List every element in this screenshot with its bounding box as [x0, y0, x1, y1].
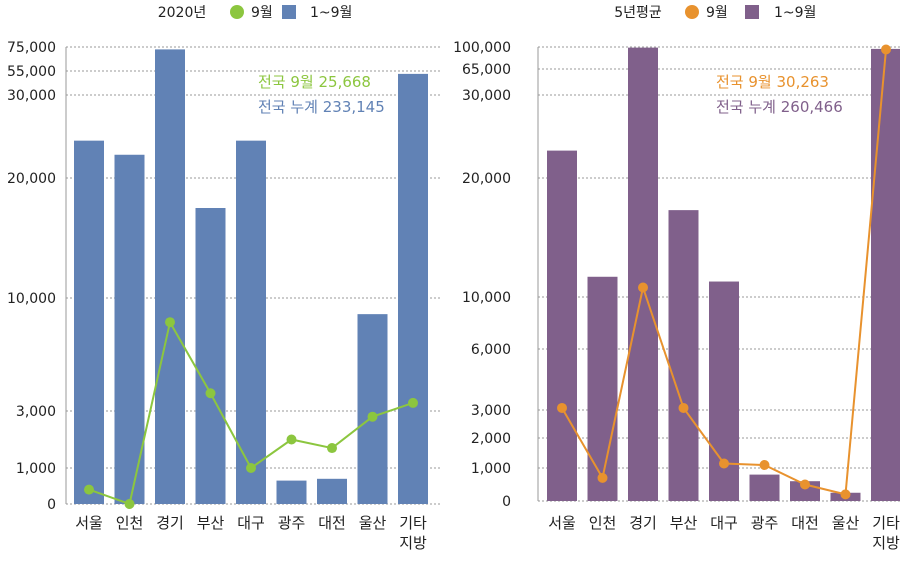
y-tick-label: 30,000 — [7, 88, 56, 104]
bar — [276, 480, 307, 504]
x-category-label: 광주 — [278, 514, 306, 532]
bar — [871, 48, 900, 502]
bar — [236, 140, 266, 504]
line-point — [124, 499, 135, 509]
y-tick-label: 65,000 — [462, 62, 511, 78]
bar — [628, 47, 658, 501]
line-point — [678, 402, 689, 413]
line-point — [286, 434, 297, 445]
chart-panel-1: 2020년 9월 1~9월 0 1,000 3,000 10,000 20,000 30,000… — [7, 5, 440, 552]
y-tick-label: 20,000 — [7, 171, 56, 187]
y-tick-label: 10,000 — [462, 290, 511, 306]
annotation-text: 전국 9월 25,668 — [258, 73, 371, 91]
bar — [195, 208, 226, 504]
annotation-text: 전국 9월 30,263 — [716, 73, 829, 91]
annotation-text: 전국 누계 233,145 — [258, 98, 385, 116]
x-category-label: 지방 — [399, 534, 427, 552]
chart-title: 2020년 — [158, 5, 207, 21]
y-tick-label: 0 — [502, 494, 511, 510]
line-point — [557, 402, 567, 413]
x-category-label: 서울 — [548, 514, 576, 532]
x-category-label: 경기 — [156, 514, 184, 532]
y-tick-label: 6,000 — [471, 342, 511, 358]
x-category-label: 부산 — [670, 514, 698, 532]
chart-title: 5년평균 — [614, 5, 662, 21]
line-point — [638, 282, 648, 293]
x-category-label: 기타 — [399, 514, 427, 532]
bar — [587, 276, 618, 501]
legend-label-line: 9월 — [251, 5, 273, 21]
y-tick-label: 100,000 — [453, 40, 511, 56]
x-category-label: 서울 — [75, 514, 103, 532]
y-tick-label: 3,000 — [16, 404, 56, 420]
x-category-label: 광주 — [751, 514, 779, 532]
legend-square-icon — [282, 5, 296, 19]
legend-dot-icon — [230, 5, 244, 19]
y-tick-label: 3,000 — [471, 403, 511, 419]
legend-label-bar: 1~9월 — [310, 5, 352, 21]
x-category-label: 대구 — [710, 514, 738, 532]
x-category-label: 울산 — [832, 514, 860, 532]
x-category-label: 인천 — [116, 514, 144, 532]
bar — [317, 478, 347, 504]
y-tick-label: 30,000 — [462, 88, 511, 104]
line-point — [840, 489, 851, 500]
y-tick-label: 10,000 — [7, 291, 56, 307]
line-point — [246, 463, 256, 473]
annotation-text: 전국 누계 260,466 — [716, 98, 843, 116]
line-point — [84, 484, 94, 495]
legend-label-line: 9월 — [706, 5, 728, 21]
line-point — [759, 460, 770, 470]
y-tick-label: 75,000 — [7, 40, 56, 56]
chart-panel-2: 5년평균 9월 1~9월 0 1,000 2,000 3,000 6,000 10,000 20,… — [453, 5, 900, 552]
bar — [398, 73, 428, 504]
y-tick-label: 20,000 — [462, 171, 511, 187]
line-point — [367, 411, 378, 422]
line-point — [408, 397, 418, 408]
y-tick-label: 55,000 — [7, 64, 56, 80]
x-category-label: 부산 — [197, 514, 225, 532]
y-tick-label: 2,000 — [471, 431, 511, 447]
bar — [668, 210, 699, 501]
line-point — [327, 443, 337, 454]
x-category-label: 경기 — [629, 514, 657, 532]
bar — [547, 150, 577, 502]
bar — [749, 474, 780, 501]
x-category-label: 울산 — [359, 514, 387, 532]
x-category-label: 대전 — [318, 514, 346, 532]
line-point — [205, 388, 216, 399]
line-point — [719, 458, 729, 469]
line-point — [881, 44, 891, 55]
y-tick-label: 1,000 — [16, 461, 56, 477]
bar — [74, 140, 104, 504]
bar — [357, 314, 388, 504]
bar — [155, 49, 185, 505]
bar — [114, 154, 145, 504]
y-tick-label: 1,000 — [471, 461, 511, 477]
x-category-label: 지방 — [872, 534, 900, 552]
line-point — [800, 479, 810, 490]
x-category-label: 대전 — [791, 514, 819, 532]
x-category-label: 대구 — [237, 514, 265, 532]
legend-square-icon — [745, 5, 759, 19]
legend-dot-icon — [685, 5, 699, 19]
y-tick-label: 0 — [47, 497, 56, 513]
line-point — [165, 317, 175, 328]
legend-label-bar: 1~9월 — [774, 5, 816, 21]
x-category-label: 기타 — [872, 514, 900, 532]
x-category-label: 인천 — [589, 514, 617, 532]
line-point — [597, 472, 608, 483]
